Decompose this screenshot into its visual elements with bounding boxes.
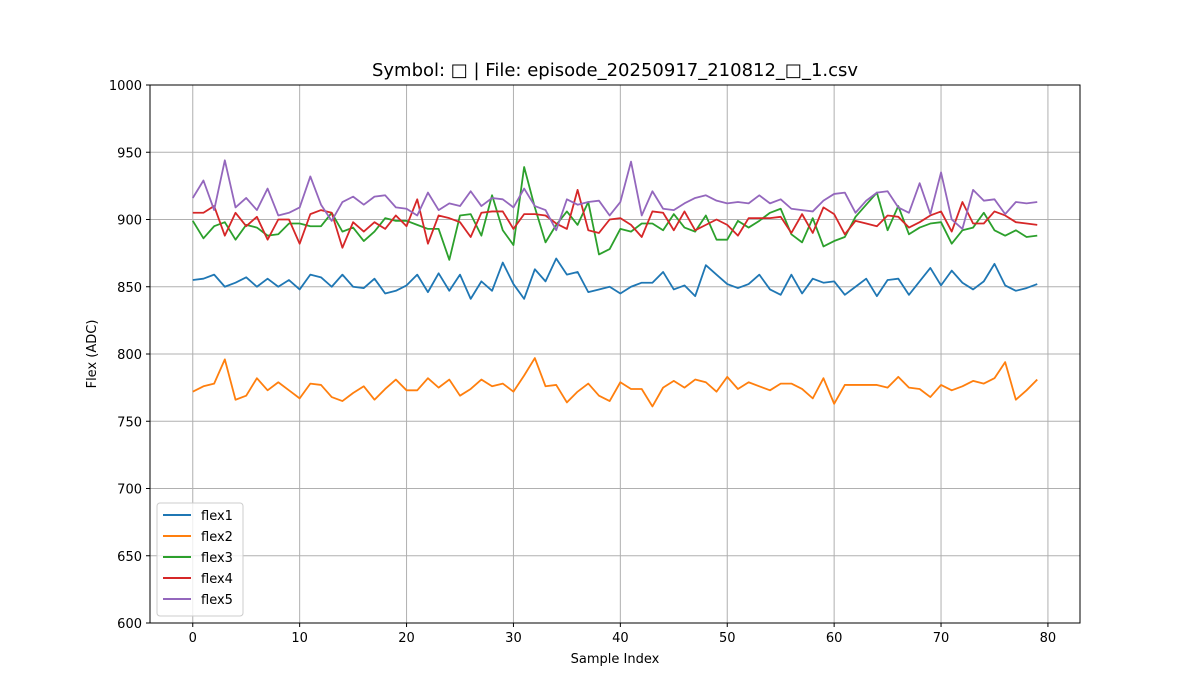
x-tick-label: 40 (612, 631, 629, 646)
y-tick-label: 650 (117, 550, 142, 565)
y-tick-label: 1000 (109, 79, 142, 94)
series-line-flex5 (191, 159, 1038, 232)
legend-label-flex2: flex2 (201, 530, 233, 545)
x-tick-label: 70 (933, 631, 950, 646)
legend-label-flex5: flex5 (201, 593, 233, 608)
y-tick-label: 900 (117, 214, 142, 229)
series-line-flex1 (192, 257, 1038, 300)
chart-title: Symbol: □ | File: episode_20250917_21081… (372, 60, 858, 81)
x-tick-label: 20 (398, 631, 415, 646)
legend-label-flex3: flex3 (201, 551, 233, 566)
y-tick-label: 850 (117, 281, 142, 296)
y-tick-label: 800 (117, 348, 142, 363)
axis-ticks: 0 10 20 30 40 50 60 70 80 600 650 700 750 800 850 900 95… (109, 79, 1056, 646)
x-tick-label: 60 (826, 631, 843, 646)
x-tick-label: 0 (189, 631, 197, 646)
x-axis-label: Sample Index (571, 652, 660, 667)
y-tick-label: 750 (117, 415, 142, 430)
legend-label-flex1: flex1 (201, 509, 233, 524)
x-tick-label: 30 (505, 631, 522, 646)
legend: flex1 flex2 flex3 flex4 flex5 (156, 502, 244, 617)
x-tick-label: 80 (1040, 631, 1057, 646)
y-axis-label: Flex (ADC) (85, 320, 100, 389)
x-tick-label: 10 (291, 631, 308, 646)
series-line-flex2 (192, 357, 1038, 408)
legend-box (156, 502, 244, 617)
y-tick-label: 950 (117, 146, 142, 161)
y-tick-label: 600 (117, 617, 142, 632)
y-tick-label: 700 (117, 483, 142, 498)
x-tick-label: 50 (719, 631, 736, 646)
legend-label-flex4: flex4 (201, 572, 233, 587)
series-lines (191, 159, 1038, 408)
